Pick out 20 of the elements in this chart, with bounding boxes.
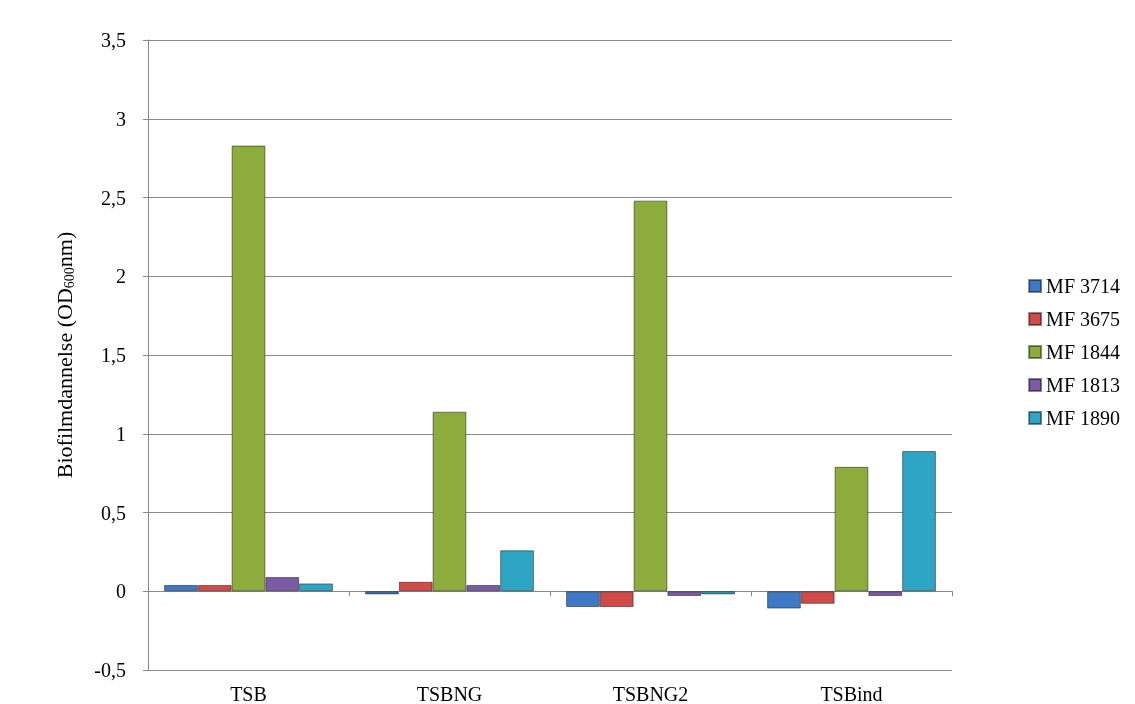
y-tick-label: 0 [116, 580, 126, 603]
x-tick-label: TSBNG [416, 683, 483, 704]
y-tick-label: 0,5 [101, 501, 126, 524]
x-tick-label: TSB [230, 683, 267, 704]
y-tick-label: 3 [116, 107, 126, 130]
x-tick-label: TSBind [820, 683, 883, 704]
y-tick-label: -0,5 [94, 659, 126, 681]
legend-label: MF 1813 [1046, 374, 1120, 396]
bar [902, 451, 936, 592]
y-tick-label: 1,5 [101, 344, 126, 366]
y-tick-label: 1 [116, 422, 126, 445]
legend-label: MF 1844 [1046, 341, 1120, 363]
legend-label: MF 1890 [1046, 407, 1120, 429]
y-tick-label: 3,5 [101, 29, 126, 51]
legend-label: MF 3714 [1046, 275, 1120, 297]
y-tick-label: 2 [116, 265, 126, 288]
legend-label: MF 3675 [1046, 308, 1120, 330]
x-tick-label: TSBNG2 [612, 683, 689, 704]
y-tick-label: 2,5 [101, 186, 126, 209]
bar [365, 591, 399, 595]
